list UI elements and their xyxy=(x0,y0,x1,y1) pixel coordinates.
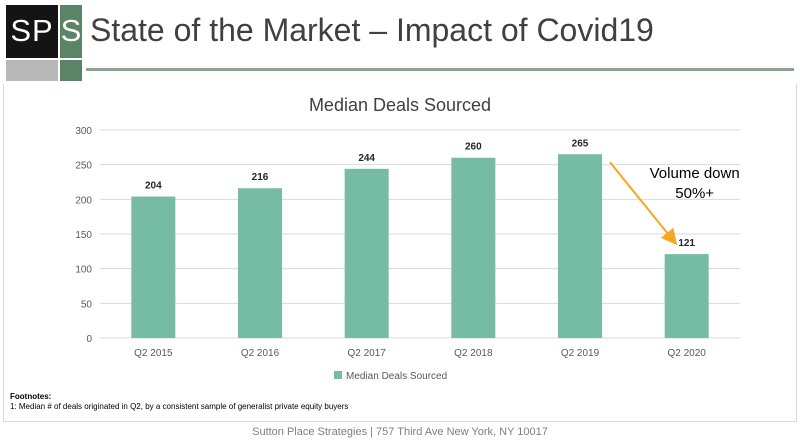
x-tick-label: Q2 2015 xyxy=(134,348,173,359)
data-label: 265 xyxy=(572,138,589,149)
data-label: 244 xyxy=(358,153,375,164)
chart-title: Median Deals Sourced xyxy=(309,95,491,115)
annotation-arrow xyxy=(609,161,678,246)
y-tick-label: 150 xyxy=(75,230,92,241)
footnote-line: 1: Median # of deals originated in Q2, b… xyxy=(10,402,349,411)
y-tick-label: 50 xyxy=(81,299,93,310)
footnotes-heading: Footnotes: xyxy=(10,392,52,401)
footnotes: Footnotes: 1: Median # of deals originat… xyxy=(10,392,348,412)
bar xyxy=(131,196,176,338)
company-logo: SP S xyxy=(6,5,82,81)
slide-border-right xyxy=(796,84,797,421)
bar-chart: Median Deals Sourced 0 50 100 150 200 250 300 20… xyxy=(75,95,740,382)
x-tick-label: Q2 2019 xyxy=(561,348,600,359)
legend-swatch xyxy=(334,371,342,379)
bar xyxy=(451,157,496,338)
slide-border-bottom xyxy=(3,421,797,422)
annotation-text: 50%+ xyxy=(675,185,714,202)
y-tick-label: 250 xyxy=(75,161,92,172)
title-rule xyxy=(86,68,794,71)
logo-text-sp: SP xyxy=(10,13,54,48)
logo-text-s: S xyxy=(60,13,82,48)
slide-border-left xyxy=(3,84,4,421)
y-tick-label: 300 xyxy=(75,126,92,137)
y-tick-label: 200 xyxy=(75,195,92,206)
legend-entry: Median Deals Sourced xyxy=(346,371,447,382)
bar xyxy=(558,154,602,338)
slide-title: State of the Market – Impact of Covid19 xyxy=(90,12,654,48)
bar xyxy=(344,168,389,338)
x-tick-label: Q2 2016 xyxy=(241,348,280,359)
x-tick-label: Q2 2018 xyxy=(454,348,493,359)
bar xyxy=(238,188,282,338)
data-label: 121 xyxy=(678,238,695,249)
data-label: 216 xyxy=(252,172,269,183)
data-label: 204 xyxy=(145,181,162,192)
bar xyxy=(664,254,709,338)
annotation-text: Volume down xyxy=(650,165,740,182)
y-tick-label: 100 xyxy=(75,265,92,276)
x-tick-label: Q2 2020 xyxy=(667,348,706,359)
data-label: 260 xyxy=(465,142,482,153)
x-tick-label: Q2 2017 xyxy=(347,348,386,359)
footer-address: Sutton Place Strategies | 757 Third Ave … xyxy=(252,426,548,438)
y-tick-label: 0 xyxy=(86,334,92,345)
